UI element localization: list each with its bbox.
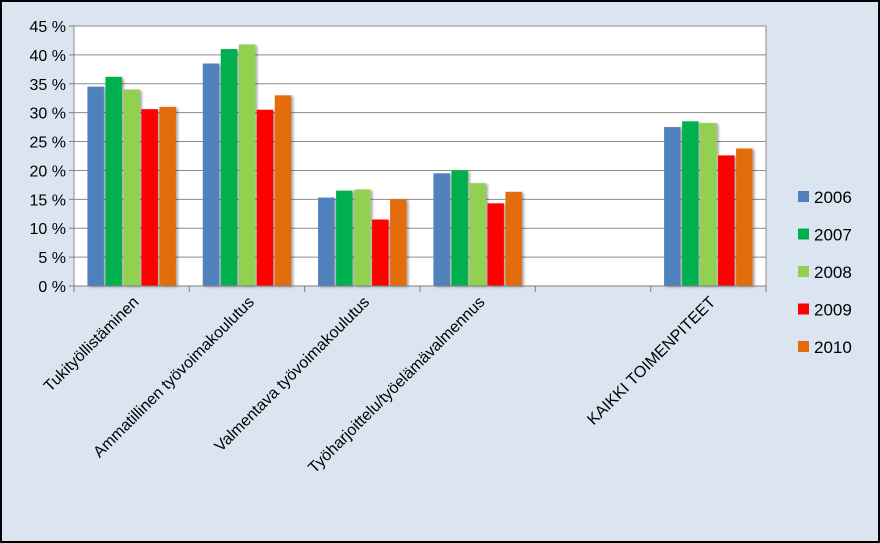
y-tick-label: 35 % (30, 77, 66, 94)
bar-2009-1 (256, 109, 274, 287)
legend-label-2008: 2008 (814, 263, 852, 282)
bar-2007-3 (451, 170, 468, 286)
bar-2007-0 (105, 76, 122, 286)
bar-2009-0 (141, 109, 158, 286)
bar-2007-1 (220, 49, 238, 286)
x-category-label: KAIKKI TOIMENPITEET (584, 294, 719, 429)
y-tick-label: 10 % (30, 221, 66, 238)
bar-2010-1 (274, 95, 292, 286)
legend-label-2010: 2010 (814, 338, 852, 357)
bar-2009-5 (718, 155, 735, 286)
legend-swatch-2009 (798, 303, 809, 315)
y-tick-label: 30 % (30, 106, 66, 123)
y-tick-label: 5 % (38, 250, 66, 267)
bar-2006-2 (318, 197, 335, 286)
bar-2006-5 (664, 127, 681, 286)
gridlines (74, 54, 766, 258)
bar-2010-3 (505, 191, 522, 286)
y-tick-label: 20 % (30, 163, 66, 180)
bar-2009-2 (372, 219, 389, 286)
x-category-label: Tukityöllistäminen (41, 294, 143, 396)
y-tick-label: 40 % (30, 48, 66, 65)
bar-2008-2 (354, 189, 371, 286)
bar-2010-0 (159, 106, 176, 286)
y-tick-label: 0 % (38, 279, 66, 296)
legend-swatch-2007 (798, 228, 809, 240)
bar-2010-5 (736, 148, 753, 286)
bar-2007-2 (336, 190, 353, 286)
legend: 2006 2007 2008 2009 2010 (798, 188, 852, 357)
legend-label-2009: 2009 (814, 301, 852, 320)
legend-label-2006: 2006 (814, 188, 852, 207)
bar-2010-2 (390, 199, 407, 286)
bar-2006-0 (87, 86, 104, 287)
bar-2008-3 (469, 183, 486, 286)
bar-2007-5 (682, 121, 699, 286)
y-tick-label: 15 % (30, 192, 66, 209)
bar-2008-1 (238, 44, 256, 286)
bar-2008-5 (700, 123, 717, 286)
legend-swatch-2006 (798, 191, 809, 202)
y-tick-label: 45 % (30, 19, 66, 36)
y-tick-label: 25 % (30, 135, 66, 152)
bar-2006-3 (433, 173, 450, 286)
bar-2009-3 (487, 203, 504, 286)
bar-2006-1 (202, 63, 220, 286)
bar-2008-0 (123, 89, 140, 286)
legend-swatch-2010 (798, 341, 809, 352)
plot-area (73, 25, 767, 287)
legend-label-2007: 2007 (814, 226, 852, 245)
legend-swatch-2008 (798, 266, 809, 277)
bars (87, 44, 753, 287)
